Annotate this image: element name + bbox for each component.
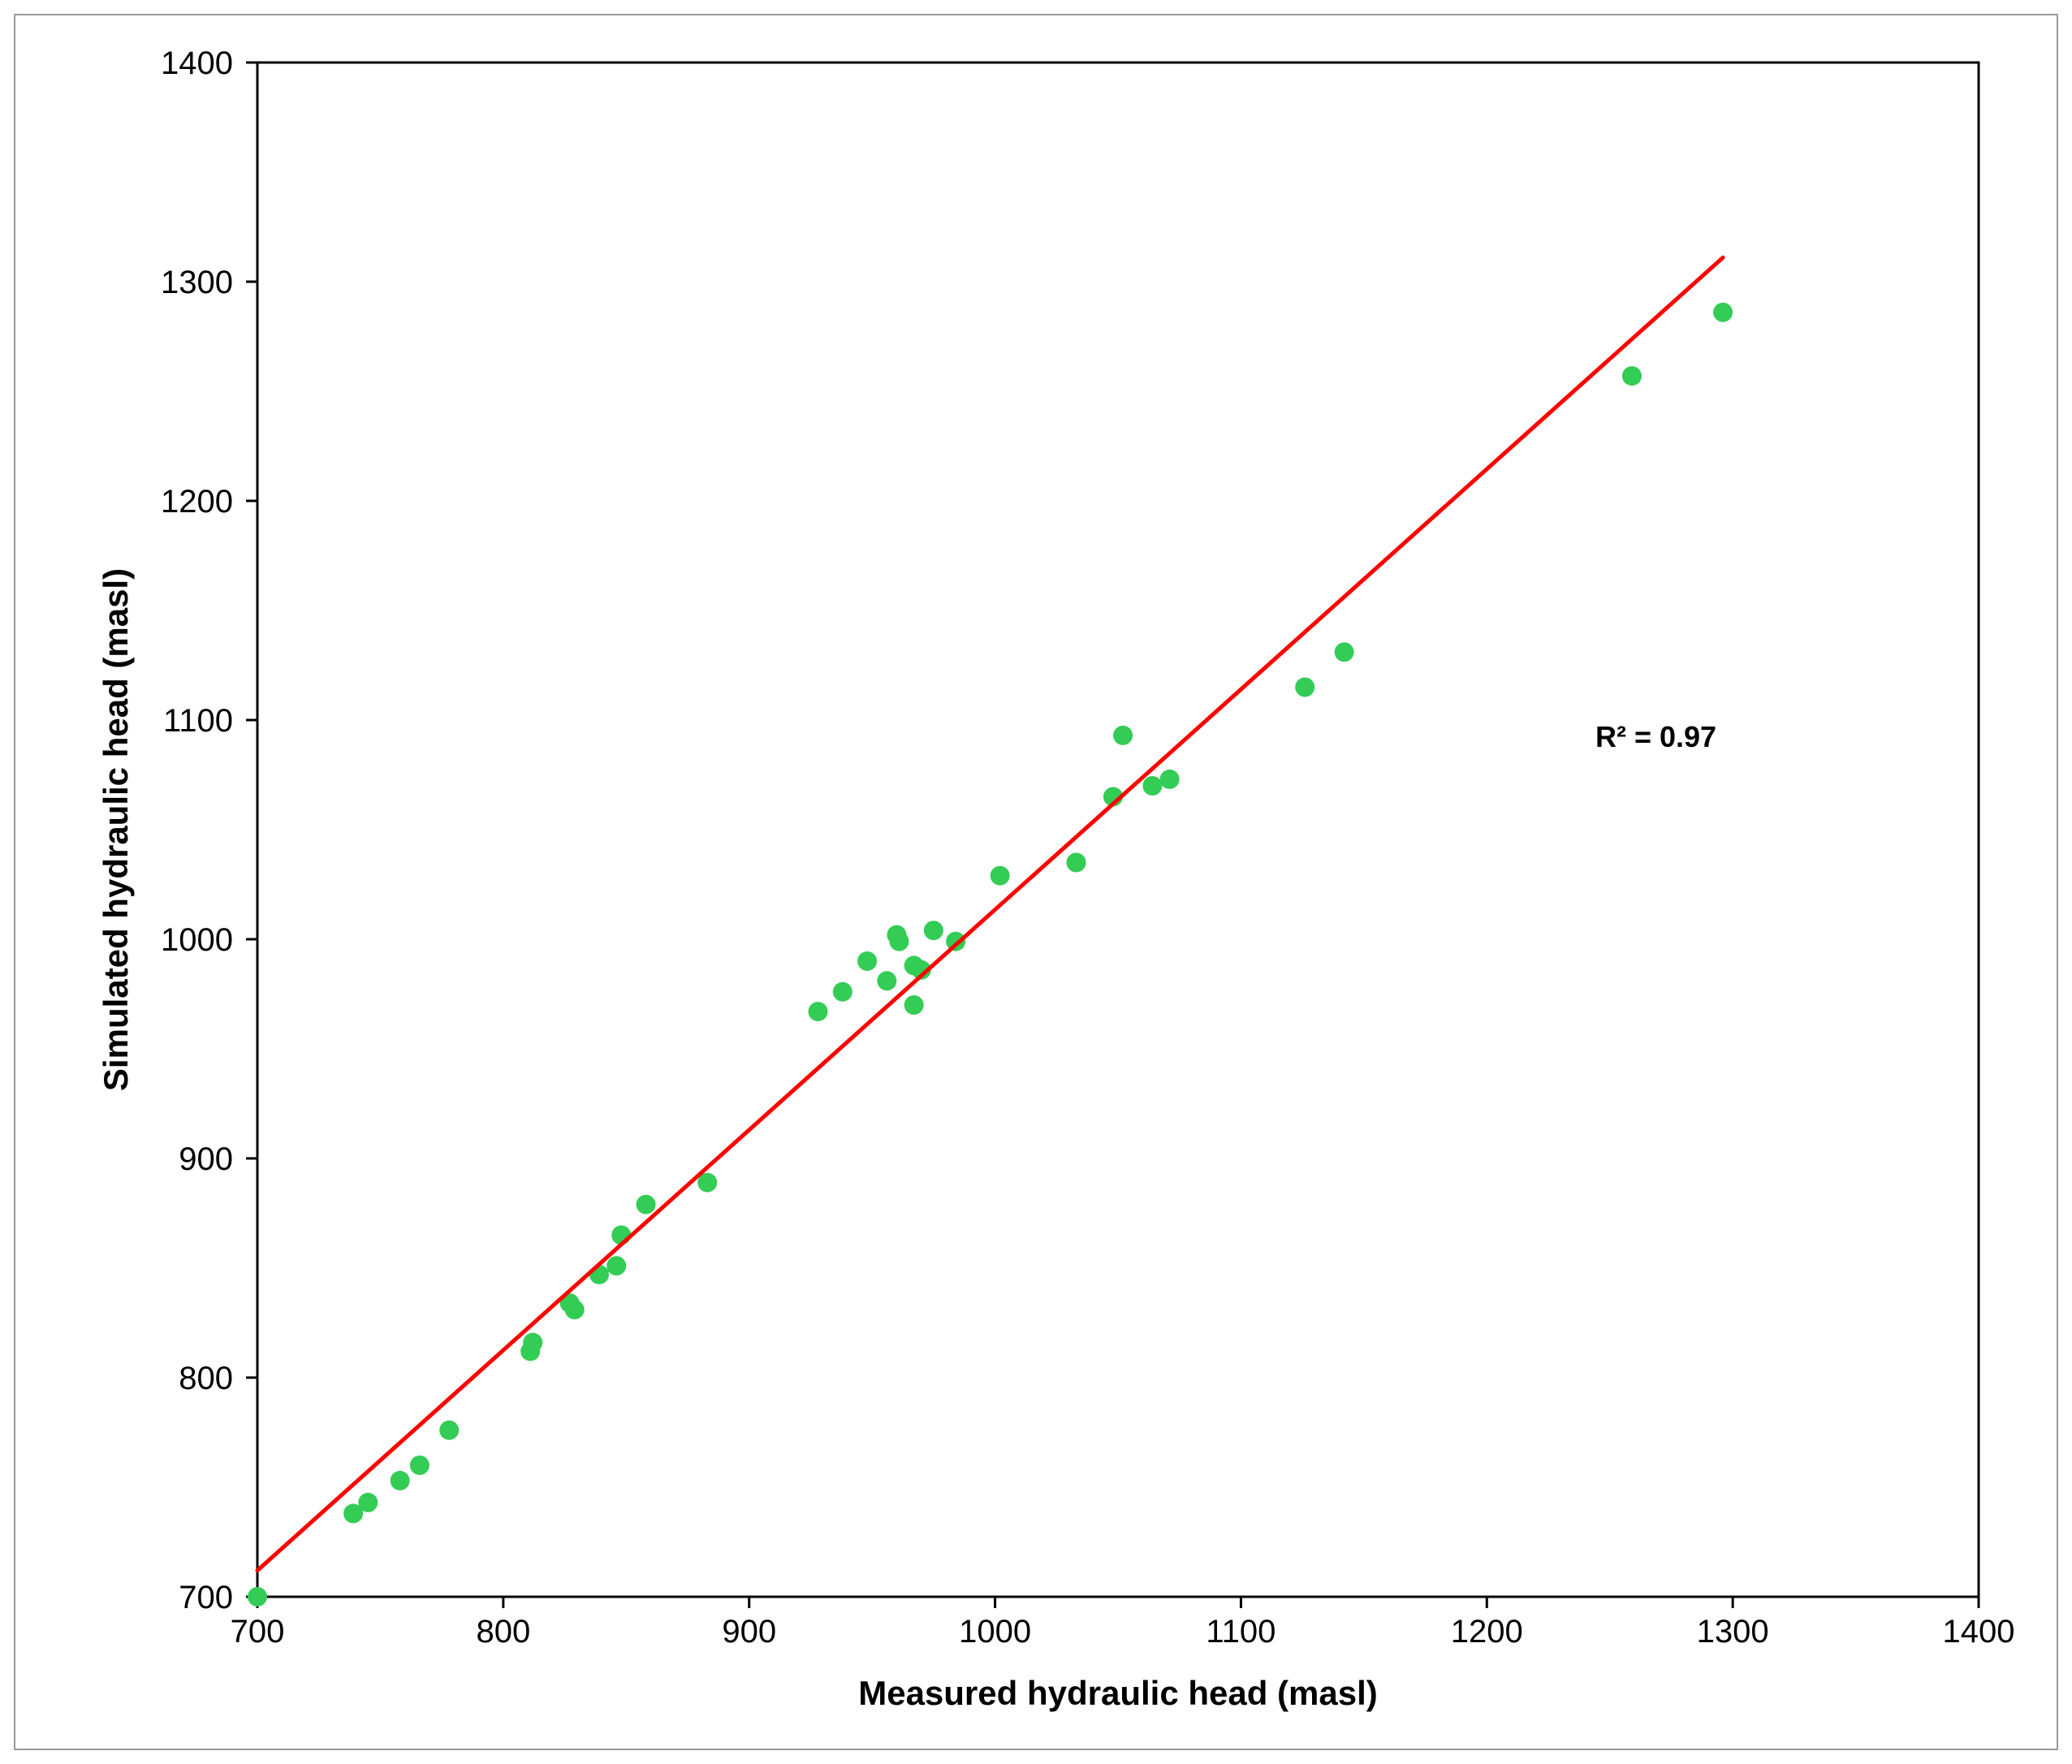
data-point xyxy=(889,931,909,951)
data-points xyxy=(248,302,1733,1607)
r-squared-annotation: R² = 0.97 xyxy=(1595,720,1716,753)
data-point xyxy=(439,1420,460,1440)
data-point xyxy=(911,960,931,980)
data-point xyxy=(1142,776,1163,796)
data-point xyxy=(358,1492,378,1512)
data-point xyxy=(832,981,853,1002)
data-point xyxy=(636,1194,656,1214)
x-tick-label: 1300 xyxy=(1697,1614,1769,1650)
y-tick-label: 700 xyxy=(179,1580,233,1615)
data-point xyxy=(1334,642,1354,662)
data-point xyxy=(606,1256,627,1276)
x-tick-label: 900 xyxy=(722,1614,776,1650)
y-tick-label: 1400 xyxy=(161,45,233,81)
data-point xyxy=(857,951,878,971)
data-point xyxy=(1113,725,1133,745)
data-point xyxy=(1621,366,1642,386)
data-point xyxy=(1066,852,1086,873)
x-tick-label: 1000 xyxy=(959,1614,1031,1650)
data-point xyxy=(409,1456,430,1475)
data-point xyxy=(923,921,943,941)
data-point xyxy=(1159,769,1180,789)
trendline xyxy=(255,255,1725,1573)
data-point xyxy=(523,1332,543,1352)
x-tick-label: 700 xyxy=(231,1614,285,1650)
x-axis-ticks: 700 800 900 1000 1100 1200 1300 1400 xyxy=(231,1597,2015,1650)
data-point xyxy=(390,1470,410,1490)
x-tick-label: 1200 xyxy=(1451,1614,1523,1650)
data-point xyxy=(697,1172,718,1193)
y-tick-label: 1300 xyxy=(161,265,233,300)
y-axis-ticks: 700 800 900 1000 1100 1200 1300 1400 xyxy=(161,45,257,1615)
y-axis-title: Simulated hydraulic head (masl) xyxy=(97,568,135,1091)
y-tick-label: 800 xyxy=(179,1361,233,1396)
y-tick-label: 900 xyxy=(179,1141,233,1177)
y-tick-label: 1100 xyxy=(163,703,233,739)
data-point xyxy=(904,995,924,1015)
data-point xyxy=(248,1587,267,1607)
data-point xyxy=(343,1503,364,1524)
x-tick-label: 800 xyxy=(476,1614,530,1650)
y-tick-label: 1200 xyxy=(161,484,233,520)
data-point xyxy=(564,1300,585,1320)
data-point xyxy=(1295,677,1315,697)
plot-border xyxy=(256,61,1980,1598)
data-point xyxy=(808,1002,828,1022)
figure-frame xyxy=(14,14,2058,1750)
x-tick-label: 1100 xyxy=(1206,1614,1276,1650)
plot-area: 700 800 900 1000 1100 1200 1300 1400 700 800 900 1… xyxy=(161,45,2014,1650)
x-tick-label: 1400 xyxy=(1943,1614,2015,1650)
x-axis-title: Measured hydraulic head (masl) xyxy=(858,1674,1378,1712)
data-point xyxy=(990,865,1010,886)
data-point xyxy=(946,931,966,951)
data-point xyxy=(877,971,897,991)
y-tick-label: 1000 xyxy=(161,922,233,958)
data-point xyxy=(1713,302,1733,322)
